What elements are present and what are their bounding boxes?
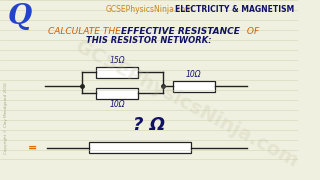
Text: 10Ω: 10Ω: [186, 70, 201, 79]
Text: ? Ω: ? Ω: [133, 116, 165, 134]
Text: 10Ω: 10Ω: [109, 100, 125, 109]
Bar: [89, 142, 191, 153]
Text: CALCULATE THE: CALCULATE THE: [49, 27, 124, 36]
Bar: [96, 67, 138, 78]
Bar: [172, 81, 214, 92]
Text: GCSEPhysicsNinja.com: GCSEPhysicsNinja.com: [106, 5, 193, 14]
Bar: [96, 88, 138, 99]
Text: Q: Q: [7, 3, 32, 30]
Text: THIS RESISTOR NETWORK:: THIS RESISTOR NETWORK:: [86, 36, 212, 45]
Text: Copyright © Clay Mendgaard 2016: Copyright © Clay Mendgaard 2016: [4, 82, 8, 154]
Text: =: =: [28, 143, 37, 153]
Text: OF: OF: [244, 27, 260, 36]
Text: EFFECTIVE RESISTANCE: EFFECTIVE RESISTANCE: [121, 27, 240, 36]
Text: 15Ω: 15Ω: [109, 56, 125, 65]
Text: ELECTRICITY & MAGNETISM: ELECTRICITY & MAGNETISM: [174, 5, 294, 14]
Text: GCSEPhysicsNinja.com: GCSEPhysicsNinja.com: [72, 37, 301, 171]
